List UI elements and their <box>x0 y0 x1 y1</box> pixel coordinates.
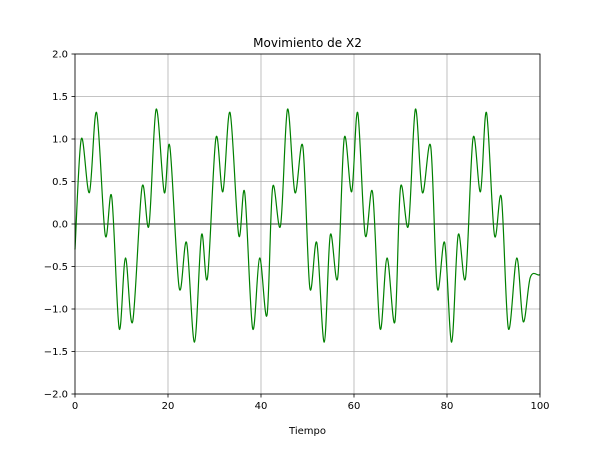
series-line-x2 <box>74 108 541 343</box>
y-tick-label: 0.0 <box>52 220 68 231</box>
x-tick-label: 0 <box>72 401 78 412</box>
y-tick-label: −1.5 <box>44 347 68 358</box>
y-tick-label: 0.5 <box>52 177 68 188</box>
y-tick-label: −1.0 <box>44 305 68 316</box>
y-tick-label: −0.5 <box>44 262 68 273</box>
x-tick-label: 20 <box>162 401 175 412</box>
y-tick-label: 1.0 <box>52 135 68 146</box>
x-tick-label: 40 <box>255 401 268 412</box>
x-tick-label: 80 <box>441 401 454 412</box>
y-tick-label: −2.0 <box>44 390 68 401</box>
ticks: 0 20 40 60 80 100 −2.0 −1.5 −1.0 −0.5 0.0 0.5 1.0 1.5… <box>44 50 550 413</box>
y-tick-label: 1.5 <box>52 92 68 103</box>
x-axis-label: Tiempo <box>288 426 326 437</box>
chart-title: Movimiento de X2 <box>253 36 362 50</box>
x-tick-label: 60 <box>348 401 361 412</box>
x-tick-label: 100 <box>530 401 549 412</box>
y-tick-label: 2.0 <box>52 50 68 61</box>
